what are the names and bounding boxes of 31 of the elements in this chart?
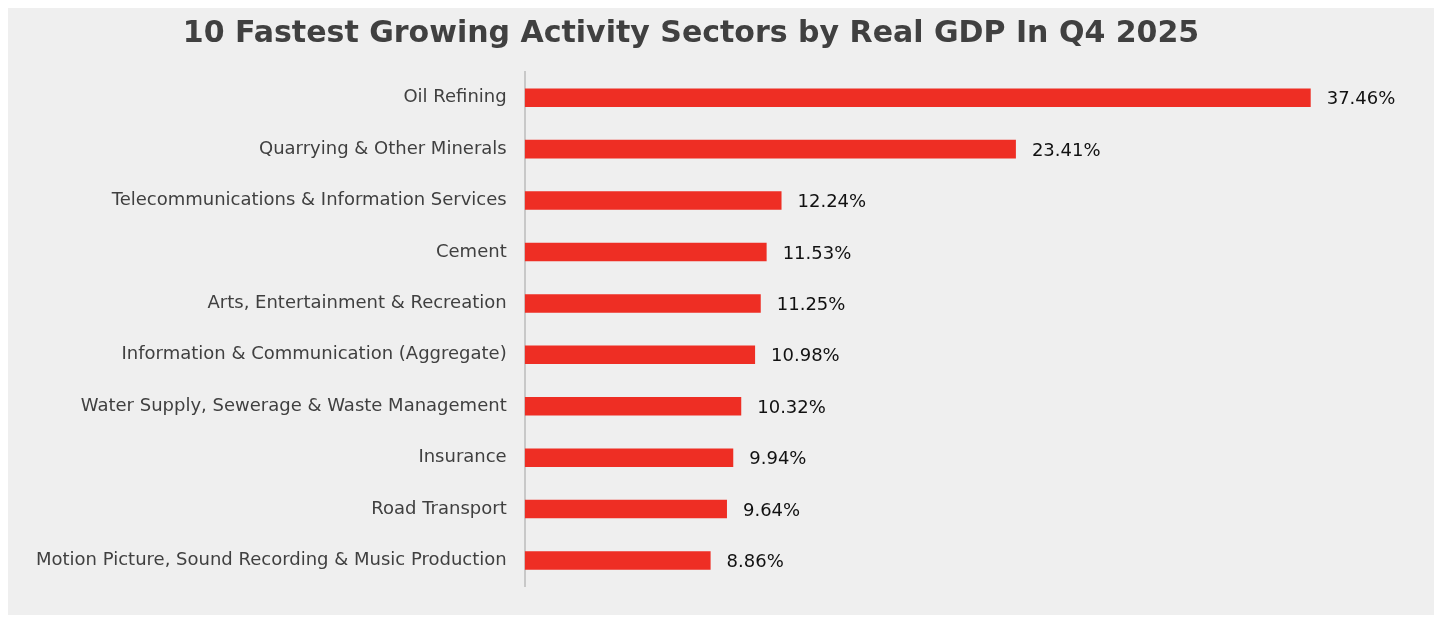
data-label: 10.32% <box>757 395 826 417</box>
bar <box>524 242 767 262</box>
chart-title: 10 Fastest Growing Activity Sectors by Real GDP In Q4 2025 <box>182 13 1200 49</box>
y-tick-label: Water Supply, Sewerage & Waste Management <box>80 393 507 415</box>
data-label: 12.24% <box>797 190 867 212</box>
data-label: 10.98% <box>771 344 840 366</box>
y-tick-label: Arts, Entertainment & Recreation <box>207 291 507 313</box>
y-tick-label: Insurance <box>418 445 507 467</box>
y-tick-label: Cement <box>435 239 507 261</box>
bar <box>524 448 734 467</box>
y-tick-label: Information & Communication (Aggregate) <box>121 342 507 364</box>
data-label: 9.64% <box>742 498 801 520</box>
data-label: 8.86% <box>726 550 784 572</box>
bar <box>524 499 727 519</box>
y-tick-label: Motion Picture, Sound Recording & Music Production <box>36 548 507 570</box>
data-label: 11.25% <box>776 293 846 315</box>
y-tick-label: Quarrying & Other Minerals <box>258 136 507 158</box>
bar <box>524 88 1311 107</box>
data-label: 9.94% <box>749 447 807 469</box>
bar <box>524 191 782 210</box>
data-label: 23.41% <box>1031 138 1101 160</box>
bar <box>524 396 742 416</box>
y-tick-label: Oil Refining <box>403 85 507 107</box>
y-tick-label: Road Transport <box>371 496 507 518</box>
data-label: 37.46% <box>1326 87 1396 109</box>
y-tick-label: Telecommunications & Information Services <box>110 188 507 210</box>
data-label: 11.53% <box>782 241 852 263</box>
bar <box>524 345 756 365</box>
bar <box>524 551 711 570</box>
bar <box>524 139 1016 159</box>
bar <box>524 294 761 313</box>
